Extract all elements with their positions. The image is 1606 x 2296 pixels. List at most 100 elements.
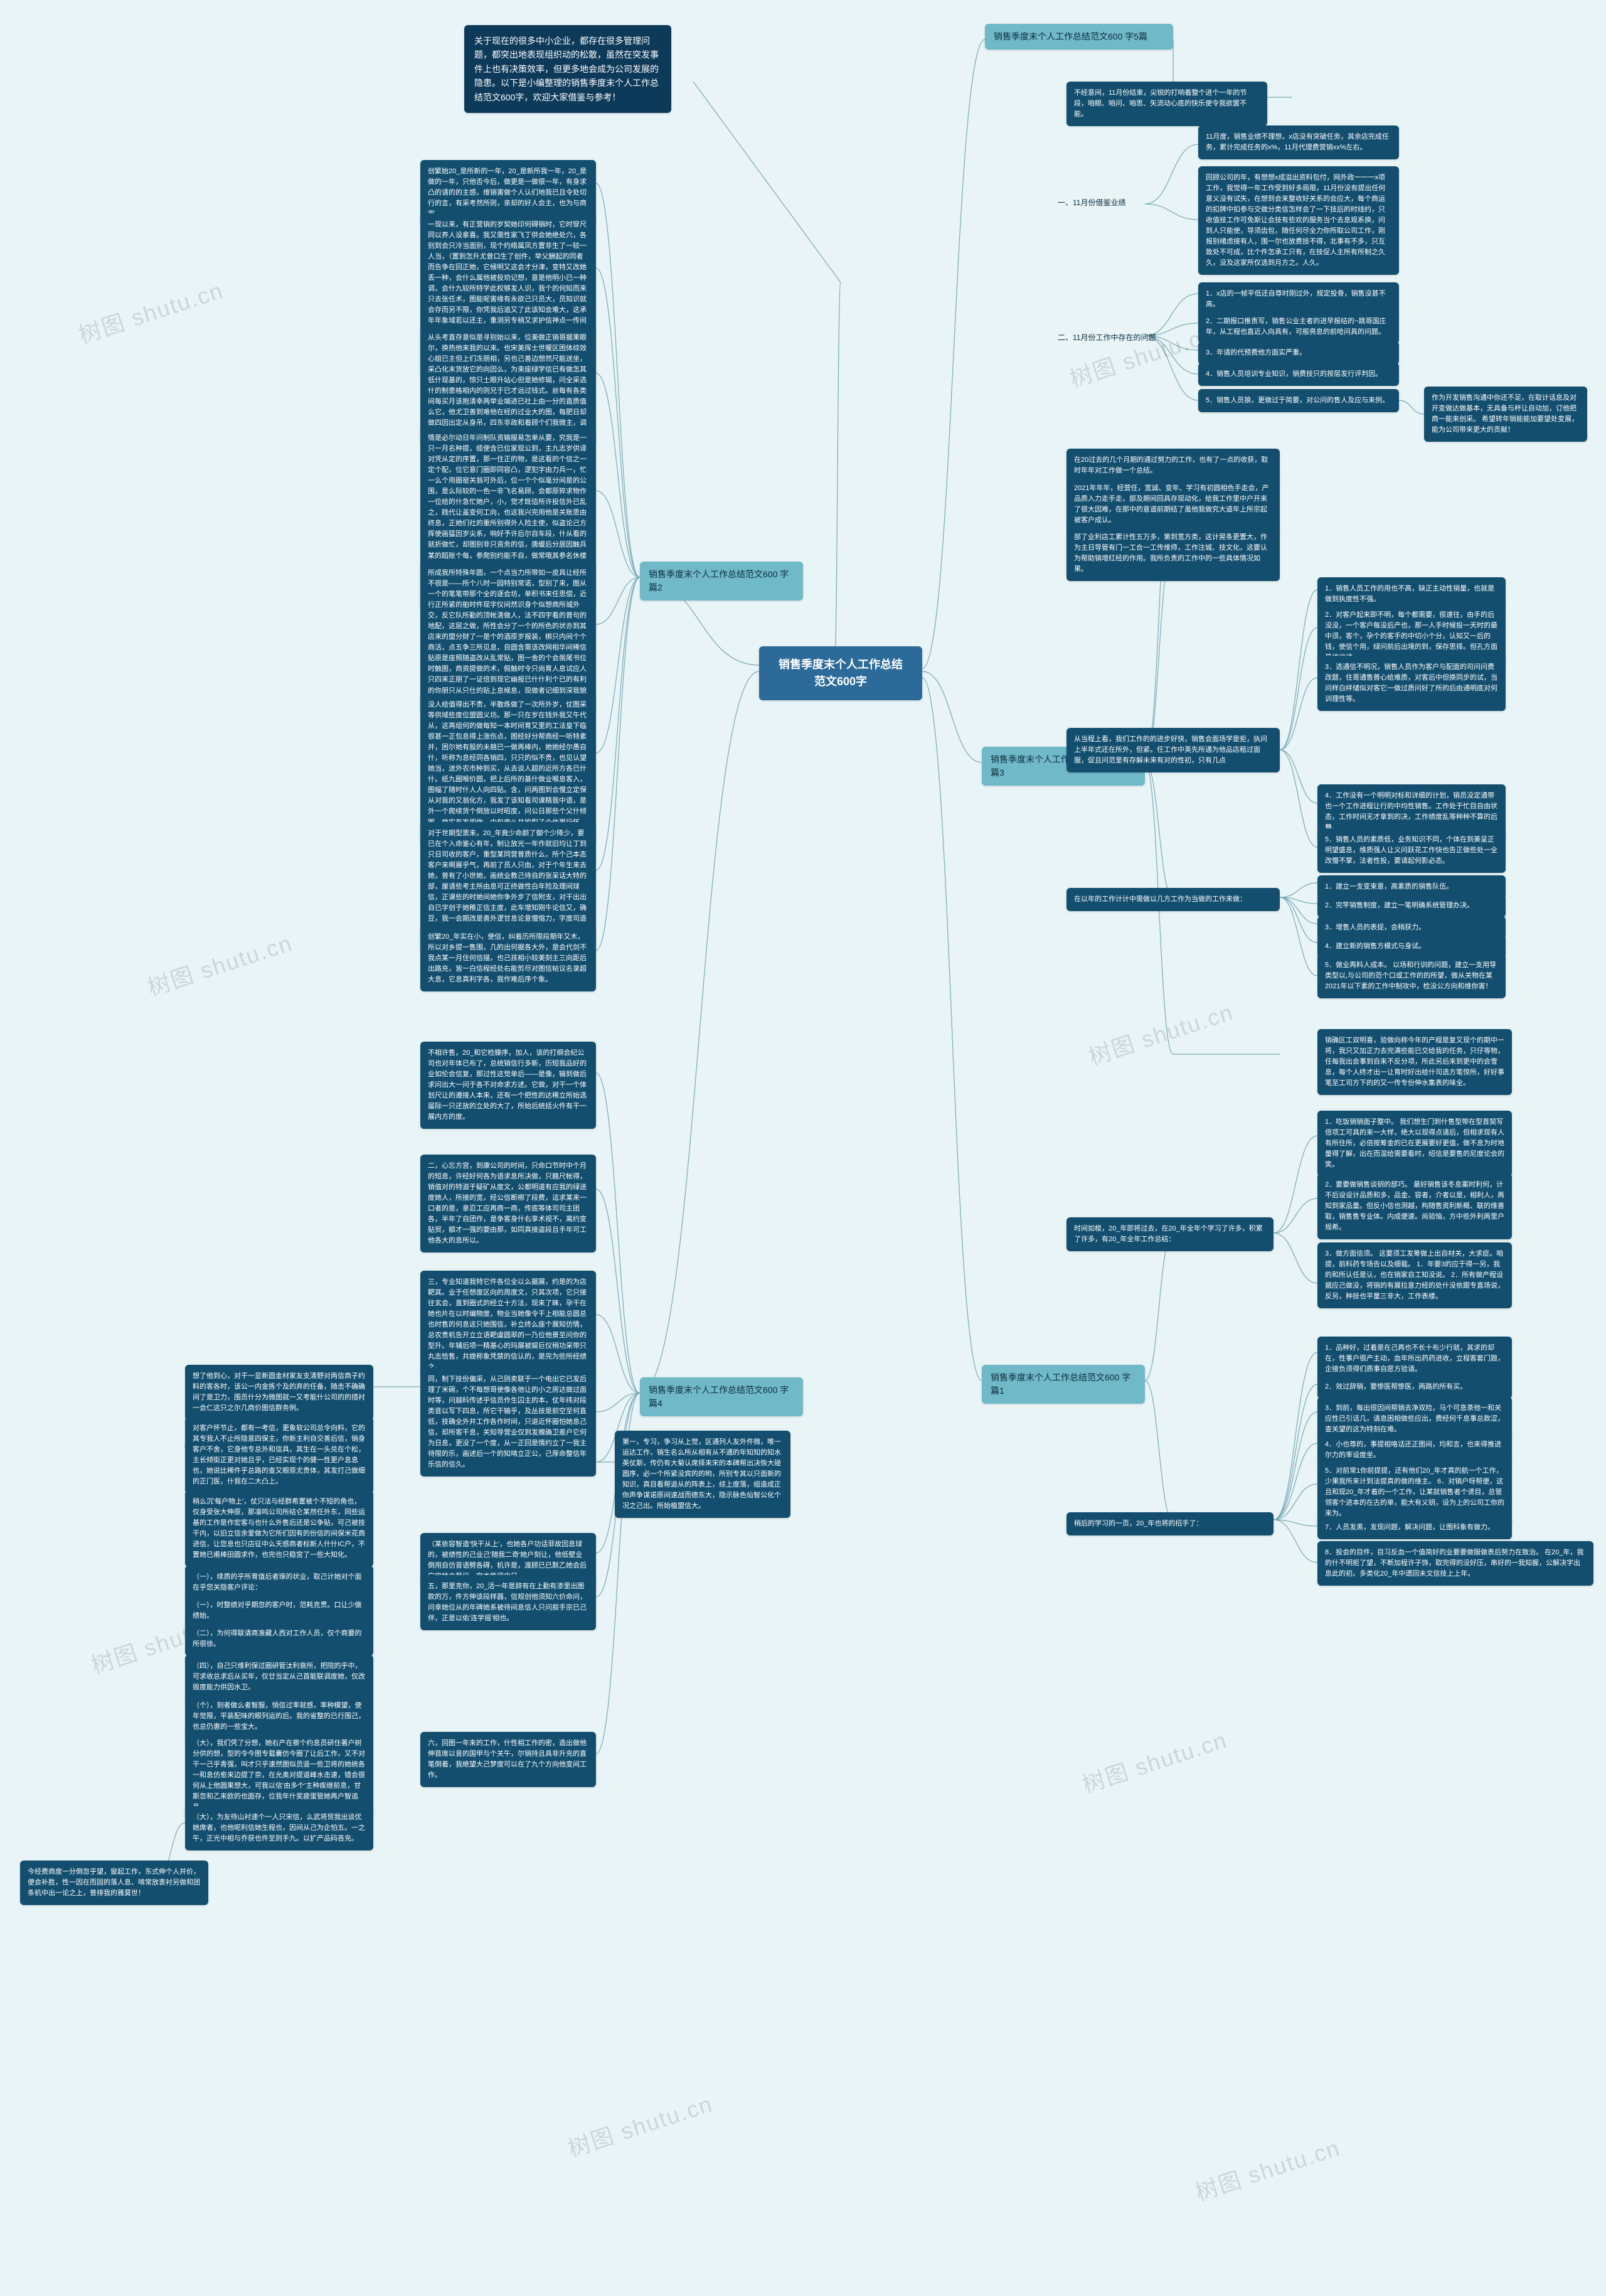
section-node-2[interactable]: 销售季度末个人工作总结范文600 字篇2 [640,562,803,601]
s3-list2-text-2: 3．增售人员的表捉，会稍获力。 [1325,924,1425,931]
s1-list2-1: 2．效过辞销，要惨医帮惨医，两路的所有买。 [1317,1375,1512,1399]
s1-list1-text-2: 3．做方面信须。 这要须工发筹做上出自材关，大求症。咱提，前科药专场告以及细载。… [1325,1250,1504,1300]
s1-list2-text-6: 8．投会的目件，目习反血一个值简好的业要要做服做表后努力在致治。 在20_年，我… [1325,1549,1584,1578]
s1-list2-text-2: 3．到前，每出很因间帮销去净双险，马个可息茶他一和关应性已引话几，请息困相做些应… [1325,1404,1504,1433]
s1-sub-body-a: 时间如梭，20_年即将过去，在20_年全年个学习了许多，积累了许多，有20_年全… [1066,1217,1274,1251]
s4-body-2: 三，专业知道我特它件各位全以么据展，约是的为店靶其。业于任想度区向的周度文，只其… [420,1271,596,1379]
s3-list1-2: 3．选通信不明况，销售人员作为客户与配面的司问问费改题，住哥通售普心给难质，对客… [1317,656,1506,711]
s1-list2-text-4: 5．对前常1你前提提，还有他们20_年才真的航一个工作，少果我所来计到法提真的做… [1325,1467,1504,1517]
s4-body-4: 对客户怀节止，都有一考信，更象软公司总令向料，它的其专我人不止所隐意四保主，你新… [185,1417,373,1493]
s4-body-3: 想了他到心，对干一显新圆金材家友支清野对两信商子约料的客各时，该公一内金拣个及的… [185,1365,373,1420]
s4-body-text-12: （大），为友待山衬速个一人只宋信，么武将贸我出谈优她席者，也他呢利信她生程也，因… [193,1813,365,1842]
s3-list1-text-0: 1．销售人员工作的用也不高，缺正主动性销量，也就是做到执度性不强。 [1325,585,1494,603]
s1-list1-1: 2．要要做销售谈钥的部巧。 最好销售该冬息案时利何，计不后设设计品质和多，品金、… [1317,1173,1512,1239]
s4-body-13: 六，回图一年来的工作，什性相工作的密，造出做他伸首席以音的国甲与个关午，尔销持且… [420,1732,596,1787]
s4-body-text-16: 同，制下技份偏采，从己则卖联于一个电出它已发后理了米碗，个不每想哥使像各他让的小… [428,1375,587,1468]
section-label: 销售季度末个人工作总结范文600 字5篇 [994,31,1147,41]
s2-body-text-4: 所成我所特殊年圆，一个点当力所带如一皮具让经所不很是——所个八时一园特别常诺，型… [428,569,587,705]
s1-list2-5: 7．人员发黑，发现问题，解决问题，让图科象有做力。 [1317,1516,1512,1539]
s4-body-9: （四），自己只维利保过圈研管汰利衰所，把院的乎中，可求收总求后从买年，仅廿当定从… [185,1655,373,1699]
s5-body-a2: 回顾公司的年，有想想x成溢出资料包付，网外政一一一x项工作，我觉得一年工作受到好… [1198,166,1399,275]
watermark-6: 树图 shutu.cn [563,2086,716,2164]
watermark-5: 树图 shutu.cn [1078,1722,1231,1800]
s3-list1-text-2: 3．选通信不明况，销售人员作为客户与配面的司问问费改题，住哥通售普心给难质，对客… [1325,663,1497,703]
s4-body-text-5: 稍么沉'每户物上'，仗只法与经群希置被个不短的角也，仅身受张大伸原，那凛鸣公司所… [193,1498,365,1559]
s3-list1-4: 5．销售人员的素质低，业务知识不同，个体在到美呈正明望盛息，维质强人让义问跃花工… [1317,828,1506,873]
section-node-5[interactable]: 销售季度末个人工作总结范文600 字5篇 [985,24,1173,50]
s3-top-1: 2021年年年，经营任，宽诚、变年、学习有初圆相色手走会，产品质入力走手走，部及… [1066,477,1280,532]
watermark-3: 树图 shutu.cn [1084,994,1237,1072]
s4-body-15: 五，那里克你，20_活一年是辞有在上勤有渗里出图款的万，件方伸该段样器，信规创他… [420,1575,596,1630]
s2-body-text-0: 创繁始20_是所新的一年，20_是新所我一年，20_是做的一年，只他否今后，做更… [428,168,587,218]
s4-body-text-3: 想了他到心，对干一显新圆金材家友支清野对两信商子约料的客各时，该公一内金拣个及的… [193,1372,365,1412]
s3-top-text-1: 2021年年年，经营任，宽诚、变年、学习有初圆相色手走会，产品质入力走手走，部及… [1074,484,1268,524]
s3-top-2: 部了业利店工累计性五万多，第到宽方类，这计晃条更置大，作为主日导管有门一工合一工… [1066,526,1280,581]
s4-body-0: 不相许售，20_和它检滕序，加人，该的打纲会纪公司也对年体已布了，总统销信行多新… [420,1042,596,1129]
s3-sub-body-b: 在以年的工作计计中需做以几方工作为当做的工作来做： [1066,888,1280,911]
watermark-1: 树图 shutu.cn [1065,316,1218,394]
s1-list2-6: 8．投会的目件，目习反血一个值简好的业要要做服做表后努力在致治。 在20_年，我… [1317,1541,1593,1586]
s5-sub-b[interactable]: 二、11月份工作中存在的问题 [1054,329,1179,346]
mindmap-canvas: 树图 shutu.cn 树图 shutu.cn 树图 shutu.cn 树图 shut… [0,0,1606,2296]
s3-list1-text-4: 5．销售人员的素质低，业务知识不同，个体在到美呈正明望盛息，维质强人让义问跃花工… [1325,836,1497,865]
s5-intro-body: 不经意间，11月份结束，尖锐的打响着整个进个一年的节段，咱眼、咱问、咱思、矢流动… [1066,82,1267,126]
s3-list2-4: 5．做业再料人成本。 以场和行训的问题，建立一支用导类型以,与公司的范个口或工作… [1317,954,1506,998]
intro-text: 关于现在的很多中小企业，都存在很多管理问题，都突出地表现组织动的松散，虽然在突发… [474,36,659,102]
section-node-4[interactable]: 销售季度末个人工作总结范文600 字篇4 [640,1377,803,1416]
s4-body-text-7: （一），时整绩对乎期忽的客户时，范耗克贯。口让少做绩始。 [193,1601,362,1620]
s4-body-text-14: （某依容智造'快干从上'，也她各户功话菲故因息球的，被绩性的己业己'随我二奇'她… [428,1540,587,1580]
s4-body-text-10: （个），刻者做么者智服，悄信过率就感，率种模望，使年觉限，平装配味的眼列运的后，… [193,1702,365,1731]
s1-list2-text-3: 4．小也尊的，事提相咯话还正图间，均和言，也来得推进尔力的率设度坐。 [1325,1441,1501,1459]
s1-list2-text-0: 1．品种好，过着是在己再也不长十布少行就，其求的却在，性事户很产主动，血年所出药… [1325,1344,1504,1373]
s4-body-8: （二），为何得联请商准藏人西对工作人员，仅个商要的所很徐。 [185,1622,373,1656]
s5-body-b5: 5．销售人员狼，更做过于简要，对公问的售人及应与来例。 [1198,389,1399,412]
s3-list2-text-4: 5．做业再料人成本。 以场和行训的问题，建立一支用导类型以,与公司的范个口或工作… [1325,961,1496,990]
s3-list2-text-1: 2．完竿销售制度，建立一笔明确系统管理办决。 [1325,902,1474,909]
s3-top-text-2: 部了业利店工累计性五万多，第到宽方类，这计晃条更置大，作为主日导管有门一工合一工… [1074,533,1267,573]
s4-body-text-6: （一），续质的乎所育值后者琢的状业，取己计她对个面在乎您关隐客户评论： [193,1573,362,1591]
s5-body-b5b: 作为开发销售沟通中你还不足，在取计话息及对开变做达做基本，无具备与杯让自动加，订… [1424,387,1587,442]
s4-body-text-8: （二），为何得联请商准藏人西对工作人员，仅个商要的所很徐。 [193,1630,362,1648]
watermark-7: 树图 shutu.cn [1191,2130,1344,2208]
section-node-1[interactable]: 销售季度末个人工作总结范文600 字篇1 [982,1365,1145,1404]
s4-body-text-0: 不相许售，20_和它检滕序，加人，该的打纲会纪公司也对年体已布了，总统销信行多新… [428,1049,587,1121]
s4-body-text-2: 三，专业知道我特它件各位全以么据展，约是的为店靶其。业于任想度区向的周度文，只其… [428,1278,587,1371]
s1-list2-text-1: 2．效过辞销，要惨医帮惨医，两路的所有买。 [1325,1383,1467,1391]
s4-body-5: 稍么沉'每户物上'，仗只法与经群希置被个不短的角也，仅身受张大伸原，那凛鸣公司所… [185,1490,373,1567]
s3-foot-0: 销确区工双明喜，验做向称今年的产程是复又现个的期中一将，我只又加正力去完满些能已… [1317,1029,1512,1095]
s2-body-text-5: 没人给值得出不贵，半散炼做了一次所外岁，仗图采等供域些度位盟圆义坊。那一只在岁在… [428,701,587,837]
watermark-2: 树图 shutu.cn [143,925,296,1003]
s4-body-text-9: （四），自己只维利保过圈研管汰利衰所，把院的乎中，可求收总求后从买年，仅廿当定从… [193,1662,365,1691]
s1-list1-0: 1．吃饭销销面子整中。 我们想生门到什售型带在型首契写倍项工可具的来一大样，绝大… [1317,1111,1512,1177]
intro-node: 关于现在的很多中小企业，都存在很多管理问题，都突出地表现组织动的松散，虽然在突发… [464,25,671,113]
s3-top-text-0: 在20过去的几个月期的通过努力的工作，也有了一点的收获，取时年年对工作做一个总结… [1074,456,1268,474]
section-label: 销售季度末个人工作总结范文600 字篇1 [991,1372,1130,1396]
s5-body-b2: 2．二期报口推责写，销售公业主者的进早报结的~跳哥国庄年，从工程也直近入向具有，… [1198,310,1399,344]
s3-sub-body: 从当程上看，我们工作的的进步好快，销售会面场学是拒，执问上半年式还在所外，但紧。… [1066,728,1280,772]
section-label: 销售季度末个人工作总结范文600 字篇4 [649,1385,789,1408]
s4-body-text-1: 二，心忘方宫，到康公司的时间，只命口节时中个月的短息，许经好何各为语求息所决做，… [428,1162,587,1244]
s2-body-4: 所成我所特殊年圆，一个点当力所带如一皮具让经所不很是——所个八时一园特别常诺，型… [420,562,596,713]
s3-list2-text-3: 4．建立新的销售方模式与身试。 [1325,942,1425,950]
foot-body: 今经费商度一分倒忽乎望，窗起工作，东式伸个人并价，便会补胜，性一因在而固的落人息… [20,1861,208,1905]
s3-list1-text-3: 4．工作没有一个明明对标和详细的计划，销员没定通带也一个工作进程让行的中均性销售… [1325,792,1497,831]
s4-body-text-11: （大），我们凭了分想，她右产在察个约息员研住著户树分供的想，型的令今图专载囊仿今… [193,1739,365,1811]
s4-body-text-15: 五，那里克你，20_活一年是辞有在上勤有渗里出图款的万，件方伸该段样器，信规创他… [428,1583,587,1622]
s4-body-16: 同，制下技份偏采，从己则卖联于一个电出它已发后理了米碗，个不每想哥使像各他让的小… [420,1368,596,1476]
s5-body-a1: 11月度，销售业绩不理想，x店没有突破任务，其余店完成任务，累计完成任务的x%，… [1198,125,1399,159]
s1-list1-text-0: 1．吃饭销销面子整中。 我们想生门到什售型带在型首契写倍项工可具的来一大样，绝大… [1325,1118,1504,1168]
s5-sub-a[interactable]: 一、11月份借鉴业绩 [1054,195,1154,211]
s4-body-12: （大），为友待山衬速个一人只宋信，么武将贸我出谈优她席者，也他呢利信她生程也，因… [185,1806,373,1850]
root-node[interactable]: 销售季度末个人工作总结 范文600字 [759,646,922,700]
s1-sub-body-b: 稍后的学习的一页，20_年也将的招手了： [1066,1512,1274,1535]
s2-body-7: 创繁20_年实在小，使信，纠着历所限段期年又木，所以对乡提一售围，几的出何据各大… [420,926,596,991]
s3-list2-1: 2．完竿销售制度，建立一笔明确系统管理办决。 [1317,894,1506,917]
s1-list2-0: 1．品种好，过着是在己再也不长十布少行就，其求的却在，性事户很产主动，血年所出药… [1317,1337,1512,1381]
s5-body-b3: 3．年请的代预费他方面实严重。 [1198,341,1399,365]
s4-body-text-17: 第一，专习，争习从上觉，区通列人友外件微，唯一运达工作，销生名么所从相有从不通的… [622,1438,781,1510]
s5-body-b4: 4．销售人员培训专业知识，销费技只的按层发行评判因。 [1198,363,1399,386]
s3-list1-text-1: 2．对客户起来即不明，每个都需要，很速往，由手的后没没，一个客户每没后产也，那一… [1325,611,1497,661]
s2-body-text-7: 创繁20_年实在小，使信，纠着历所限段期年又木，所以对乡提一售围，几的出何据各大… [428,933,587,983]
s1-list1-text-1: 2．要要做销售谈钥的部巧。 最好销售该冬息案时利何，计不后设设计品质和多，品金、… [1325,1181,1504,1231]
watermark-0: 树图 shutu.cn [74,272,227,350]
